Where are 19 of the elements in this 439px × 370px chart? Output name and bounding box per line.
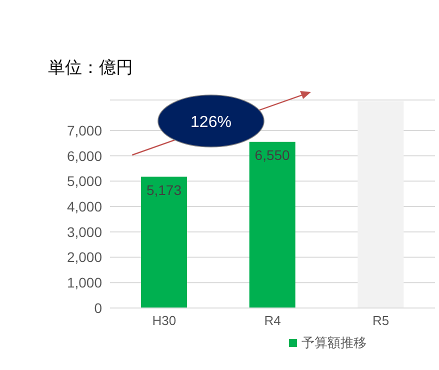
- bar: [141, 176, 187, 308]
- bar: [249, 142, 296, 308]
- x-tick-label: R5: [372, 313, 390, 328]
- legend-label: 予算額推移: [300, 334, 366, 352]
- y-tick-label: 0: [94, 300, 102, 316]
- y-tick-label: 1,000: [66, 274, 102, 291]
- y-tick-label: 6,000: [66, 148, 102, 164]
- y-tick-label: 4,000: [66, 198, 102, 215]
- y-tick-label: 3,000: [66, 224, 102, 240]
- chart-title: 単位：億円: [48, 57, 133, 79]
- annotation: 126%: [190, 114, 232, 131]
- bar: [358, 101, 404, 308]
- x-tick-label: R4: [264, 313, 281, 328]
- data-label: 5,173: [146, 182, 182, 198]
- y-tick-label: 5,000: [66, 173, 102, 190]
- x-tick-label: H30: [152, 313, 176, 328]
- y-tick-label: 2,000: [66, 249, 102, 266]
- data-label: 6,550: [254, 146, 290, 163]
- y-tick-label: 7,000: [66, 122, 102, 138]
